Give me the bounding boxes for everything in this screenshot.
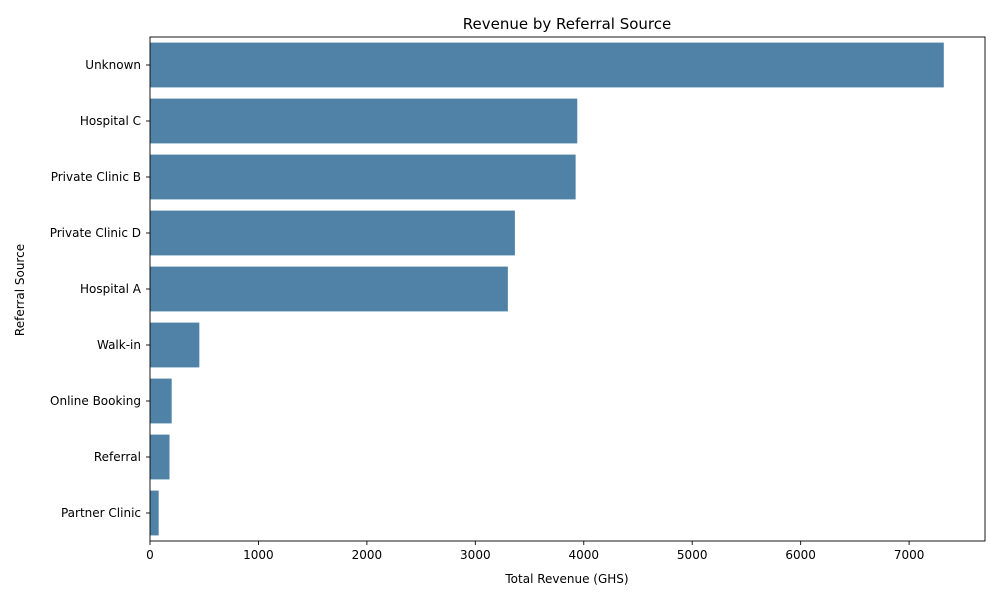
x-tick-label: 7000 [894, 548, 925, 562]
bar-private-clinic-b [150, 154, 576, 200]
y-tick-label: Partner Clinic [61, 506, 141, 520]
bar-unknown [150, 42, 944, 88]
bar-hospital-c [150, 98, 578, 144]
bar-partner-clinic [150, 490, 159, 536]
bar-online-booking [150, 378, 172, 424]
bar-walk-in [150, 322, 200, 368]
y-tick-label: Hospital C [80, 114, 141, 128]
y-tick-label: Hospital A [80, 282, 142, 296]
y-tick-label: Walk-in [97, 338, 141, 352]
y-axis-label: Referral Source [13, 244, 27, 336]
y-tick-label: Unknown [85, 58, 141, 72]
y-tick-label: Private Clinic B [51, 170, 141, 184]
x-tick-label: 3000 [460, 548, 491, 562]
x-tick-label: 2000 [352, 548, 383, 562]
plot-area: Unknown Hospital C Private Clinic B Private… [50, 36, 986, 562]
y-tick-label: Online Booking [50, 394, 141, 408]
x-tick-label: 5000 [677, 548, 708, 562]
bar-referral [150, 434, 170, 480]
x-tick-label: 6000 [785, 548, 816, 562]
y-tick-label: Private Clinic D [50, 226, 141, 240]
plot-frame [149, 36, 986, 542]
bar-hospital-a [150, 266, 508, 312]
x-axis-label: Total Revenue (GHS) [504, 572, 628, 586]
x-tick-label: 4000 [568, 548, 599, 562]
x-tick-label: 0 [146, 548, 154, 562]
x-tick-label: 1000 [243, 548, 274, 562]
bar-private-clinic-d [150, 210, 515, 256]
chart-title: Revenue by Referral Source [463, 15, 671, 33]
y-tick-label: Referral [94, 450, 141, 464]
